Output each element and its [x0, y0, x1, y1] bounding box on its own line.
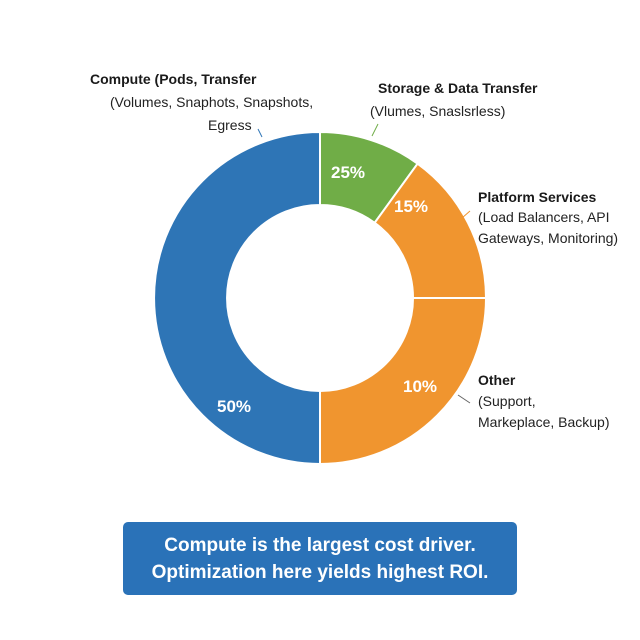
takeaway-line-1: Compute is the largest cost driver. — [164, 534, 476, 556]
annotation-compute-line1: (Volumes, Snaphots, Snapshots, — [110, 94, 313, 110]
annotation-storage-title: Storage & Data Transfer — [378, 80, 538, 96]
annotation-compute-title: Compute (Pods, Transfer — [90, 71, 257, 87]
donut-chart: 50% 25% 15% 10% Compute (Pods, Transfer … — [90, 71, 618, 466]
pct-label-compute: 50% — [217, 397, 251, 416]
slice-other — [319, 297, 488, 466]
takeaway-callout: Compute is the largest cost driver. Opti… — [123, 522, 517, 595]
slice-compute — [153, 130, 321, 466]
takeaway-line-2: Optimization here yields highest ROI. — [151, 561, 489, 583]
annotation-platform-line1: (Load Balancers, API — [478, 209, 610, 225]
annotation-platform-title: Platform Services — [478, 189, 596, 205]
annotation-compute-line2: Egress — [208, 117, 252, 133]
annotation-platform-line2: Gateways, Monitoring) — [478, 230, 618, 246]
leader-line-compute — [257, 128, 263, 138]
annotation-other-line1: (Support, — [478, 393, 536, 409]
annotation-other-line2: Markeplace, Backup) — [478, 414, 610, 430]
pct-label-other: 10% — [403, 377, 437, 396]
annotation-other-title: Other — [478, 372, 516, 388]
leader-line-platform — [461, 210, 471, 219]
pct-label-storage: 25% — [331, 163, 365, 182]
leader-line-other — [457, 394, 471, 404]
donut-slices — [153, 130, 488, 466]
leader-line-storage — [371, 123, 379, 137]
pct-label-platform: 15% — [394, 197, 428, 216]
annotation-storage-line1: (Vlumes, Snaslsrless) — [370, 103, 505, 119]
